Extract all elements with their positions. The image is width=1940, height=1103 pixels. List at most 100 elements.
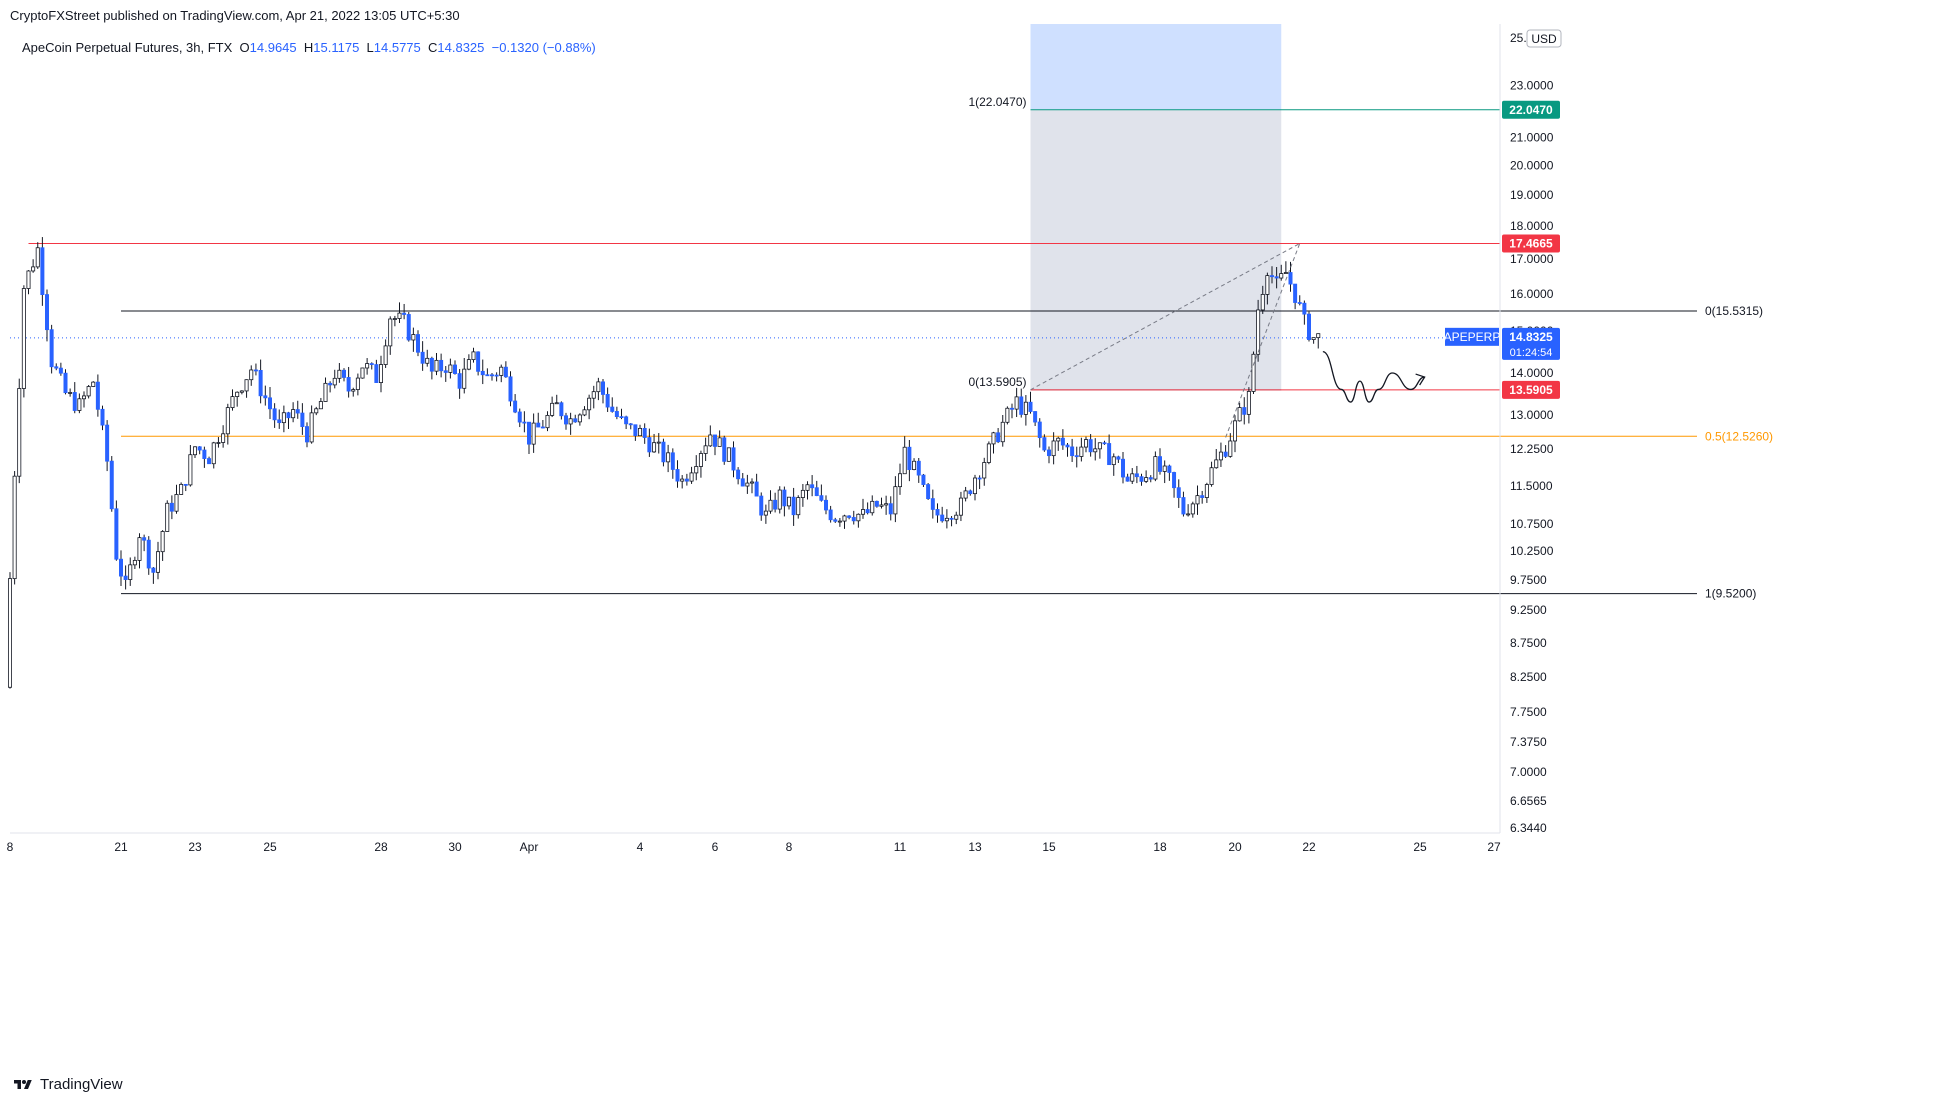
candle-body bbox=[1260, 294, 1265, 311]
footer-brand: TradingView bbox=[40, 1076, 123, 1093]
candle-body bbox=[763, 510, 768, 516]
candle-body bbox=[355, 377, 360, 390]
candle-body bbox=[369, 363, 374, 365]
candle-body bbox=[800, 489, 805, 498]
target-label: 1(22.0470) bbox=[968, 95, 1026, 109]
candle-body bbox=[54, 366, 59, 369]
candle-body bbox=[1051, 440, 1056, 457]
candle-body bbox=[443, 370, 448, 373]
candle-body bbox=[183, 483, 188, 486]
candle-body bbox=[225, 407, 230, 435]
candle-body bbox=[128, 564, 133, 580]
candle-body bbox=[1010, 407, 1015, 410]
candle-body bbox=[72, 392, 77, 411]
candle-body bbox=[536, 422, 541, 428]
candle-body bbox=[351, 389, 356, 392]
candle-body bbox=[1274, 276, 1279, 279]
candle-body bbox=[476, 351, 481, 372]
candle-body bbox=[68, 392, 73, 394]
candle-body bbox=[1214, 459, 1219, 469]
candle-body bbox=[146, 539, 151, 569]
y-tick-label-5: 19.0000 bbox=[1510, 188, 1554, 202]
candle-body bbox=[508, 376, 513, 402]
candle-body bbox=[249, 369, 254, 381]
open-value: 14.9645 bbox=[249, 40, 297, 55]
y-tick-label-15: 10.2500 bbox=[1510, 544, 1554, 558]
candle-body bbox=[304, 426, 309, 443]
tradingview-logo-icon bbox=[14, 1079, 32, 1089]
candles bbox=[7, 237, 1321, 689]
candle-body bbox=[1279, 273, 1284, 279]
currency-badge bbox=[1526, 29, 1562, 48]
candle-body bbox=[1288, 272, 1293, 285]
candle-body bbox=[902, 446, 907, 475]
candle-body bbox=[272, 408, 277, 421]
candle-body bbox=[1307, 313, 1312, 340]
x-tick-label-1: 21 bbox=[114, 840, 128, 854]
candle-body bbox=[1223, 451, 1228, 457]
candle-body bbox=[1190, 503, 1195, 515]
candle-body bbox=[973, 477, 978, 495]
candle-body bbox=[1116, 456, 1121, 460]
x-tick-label-8: 6 bbox=[712, 840, 719, 854]
symbol-name[interactable]: ApeCoin Perpetual Futures, 3h, FTX bbox=[22, 40, 233, 55]
candle-body bbox=[388, 318, 393, 347]
candle-body bbox=[253, 369, 258, 372]
candle-body bbox=[921, 474, 926, 485]
candle-body bbox=[1297, 302, 1302, 304]
candle-body bbox=[109, 460, 114, 510]
candle-body bbox=[105, 424, 110, 462]
candle-body bbox=[258, 370, 263, 397]
candle-body bbox=[188, 454, 193, 486]
candle-body bbox=[638, 427, 643, 437]
annotations bbox=[1030, 243, 1426, 438]
candle-body bbox=[281, 412, 286, 424]
y-tick-label-4: 20.0000 bbox=[1510, 159, 1554, 173]
candle-body bbox=[1125, 476, 1130, 482]
candle-body bbox=[614, 411, 619, 418]
high-label: H bbox=[303, 40, 314, 55]
candle-body bbox=[726, 447, 731, 462]
candle-body bbox=[12, 475, 17, 580]
candle-body bbox=[814, 487, 819, 497]
candle-body bbox=[341, 369, 346, 378]
candle-body bbox=[337, 369, 342, 379]
candle-body bbox=[360, 367, 365, 379]
candle-body bbox=[235, 391, 240, 397]
candle-body bbox=[165, 502, 170, 532]
y-tick-label-20: 7.7500 bbox=[1510, 705, 1547, 719]
candle-body bbox=[736, 469, 741, 480]
candle-body bbox=[1134, 473, 1139, 478]
candle-body bbox=[318, 401, 323, 410]
x-tick-label-2: 23 bbox=[188, 840, 202, 854]
candle-body bbox=[58, 367, 63, 374]
candle-body bbox=[392, 318, 397, 320]
candle-body bbox=[179, 483, 184, 495]
candle-body bbox=[703, 445, 708, 454]
candle-body bbox=[754, 481, 759, 497]
candle-body bbox=[1000, 421, 1005, 443]
candle-body bbox=[1019, 396, 1024, 415]
candle-body bbox=[309, 412, 314, 443]
x-tick-label-4: 28 bbox=[374, 840, 388, 854]
candle-body bbox=[559, 402, 564, 417]
x-tick-label-12: 15 bbox=[1042, 840, 1056, 854]
candle-body bbox=[550, 402, 555, 416]
candle-body bbox=[411, 334, 416, 341]
candle-body bbox=[708, 434, 713, 447]
candle-body bbox=[17, 388, 22, 477]
candle-body bbox=[1283, 272, 1288, 274]
candle-body bbox=[1176, 487, 1181, 498]
candle-body bbox=[1079, 446, 1084, 457]
candle-body bbox=[151, 567, 156, 573]
candle-body bbox=[100, 408, 105, 426]
support-tag-label: 13.5905 bbox=[1509, 383, 1553, 397]
candle-body bbox=[211, 442, 216, 465]
y-tick-label-12: 12.2500 bbox=[1510, 442, 1554, 456]
candle-body bbox=[439, 359, 444, 372]
last-price-label: 14.8325 bbox=[1509, 330, 1553, 344]
candle-body bbox=[267, 397, 272, 410]
candle-body bbox=[591, 391, 596, 399]
candle-body bbox=[462, 368, 467, 389]
